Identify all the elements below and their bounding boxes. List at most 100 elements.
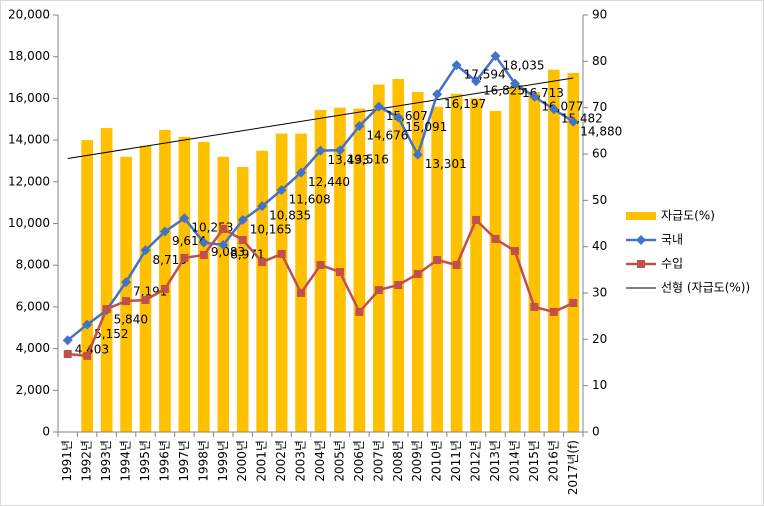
marker [82, 319, 93, 330]
bar [373, 84, 385, 432]
marker [354, 121, 365, 132]
data-label: 14,880 [580, 124, 622, 138]
bar [198, 141, 210, 432]
marker [394, 281, 403, 290]
y2-tick-label: 80 [592, 54, 607, 68]
legend-marker [636, 235, 646, 245]
data-label: 9,083 [211, 245, 245, 259]
marker [413, 269, 422, 278]
x-tick-label: 2013년 [488, 440, 502, 482]
x-tick-label: 1991년 [60, 440, 74, 482]
marker [373, 101, 384, 112]
marker [315, 145, 326, 156]
marker [412, 149, 423, 160]
x-tick-label: 2016년 [546, 440, 560, 482]
y-tick-label: 18,000 [8, 49, 50, 63]
bar [470, 98, 482, 433]
marker [452, 260, 461, 269]
marker [334, 145, 345, 156]
y-tick-label: 0 [42, 425, 50, 439]
data-label: 13,301 [425, 157, 467, 171]
data-label: 17,594 [464, 68, 506, 82]
bar [178, 136, 191, 432]
y-tick-label: 20,000 [8, 8, 50, 22]
marker [140, 245, 151, 256]
marker [509, 78, 520, 89]
bar [217, 156, 230, 432]
data-label: 12,440 [308, 175, 350, 189]
bar [295, 133, 307, 432]
marker [335, 268, 344, 277]
x-tick-label: 2000년 [235, 440, 249, 482]
bar [81, 140, 93, 432]
x-tick-label: 2010년 [430, 440, 444, 482]
y2-tick-label: 0 [592, 425, 600, 439]
y-tick-label: 8,000 [16, 258, 50, 272]
y2-tick-label: 90 [592, 8, 607, 22]
data-label: 10,165 [250, 223, 292, 237]
x-tick-label: 1995년 [138, 440, 152, 482]
legend-label: 국내 [661, 233, 683, 247]
legend-marker [637, 260, 645, 268]
bar [256, 150, 268, 433]
bar [314, 109, 327, 432]
marker [472, 215, 481, 224]
y2-tick-label: 40 [592, 239, 607, 253]
marker [529, 91, 540, 102]
data-label: 18,035 [503, 58, 545, 72]
marker [238, 235, 247, 244]
marker [121, 277, 132, 288]
x-tick-label: 2001년 [255, 440, 269, 482]
x-tick-label: 1996년 [157, 440, 171, 482]
bar [275, 133, 288, 432]
x-tick-label: 2003년 [294, 440, 308, 482]
marker [355, 307, 364, 316]
data-label: 16,713 [522, 86, 564, 100]
data-label: 5,840 [114, 313, 148, 327]
x-tick-label: 2009년 [410, 440, 424, 482]
data-label: 14,676 [366, 129, 408, 143]
marker [160, 284, 169, 293]
x-tick-label: 2004년 [313, 440, 327, 482]
marker [490, 50, 501, 61]
marker [62, 335, 73, 346]
bar [528, 91, 541, 432]
data-label: 11,608 [289, 192, 331, 206]
x-tick-label: 1994년 [119, 440, 133, 482]
y2-tick-label: 20 [592, 332, 607, 346]
legend-label: 수입 [661, 257, 683, 271]
marker [433, 255, 442, 264]
marker [432, 89, 443, 100]
bar [489, 110, 502, 432]
x-tick-label: 1998년 [196, 440, 210, 482]
marker [491, 234, 500, 243]
legend-swatch [626, 212, 656, 220]
x-tick-label: 1993년 [99, 440, 113, 482]
marker [218, 239, 229, 250]
legend-label: 자급도(%) [661, 209, 715, 223]
x-tick-label: 2011년 [449, 440, 463, 482]
y-tick-label: 12,000 [8, 174, 50, 188]
data-label: 15,091 [405, 120, 447, 134]
x-tick-label: 1992년 [80, 440, 94, 482]
y2-tick-label: 10 [592, 378, 607, 392]
marker [102, 304, 111, 313]
x-tick-label: 2005년 [332, 440, 346, 482]
marker [316, 260, 325, 269]
marker [219, 224, 228, 233]
x-tick-label: 2008년 [391, 440, 405, 482]
data-label: 7,191 [133, 285, 167, 299]
marker [179, 213, 190, 224]
bar [548, 69, 560, 432]
marker [237, 215, 248, 226]
y2-tick-label: 70 [592, 100, 607, 114]
bar [139, 145, 152, 432]
marker [122, 297, 131, 306]
bar [120, 156, 132, 432]
marker [83, 351, 92, 360]
marker [257, 201, 268, 212]
bar [392, 78, 405, 432]
x-tick-label: 2014년 [507, 440, 521, 482]
